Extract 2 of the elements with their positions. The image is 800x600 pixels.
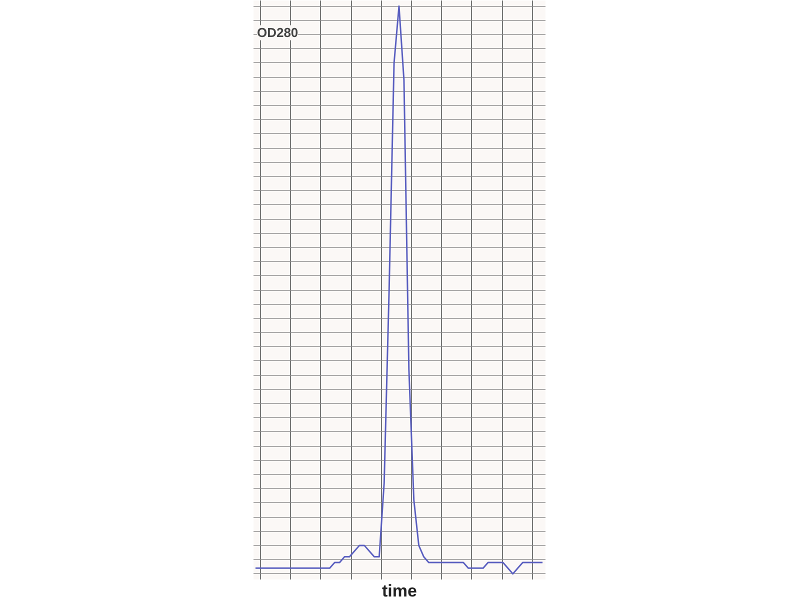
y-axis-title: OD280 (256, 25, 298, 40)
x-axis-title: time (382, 582, 417, 600)
